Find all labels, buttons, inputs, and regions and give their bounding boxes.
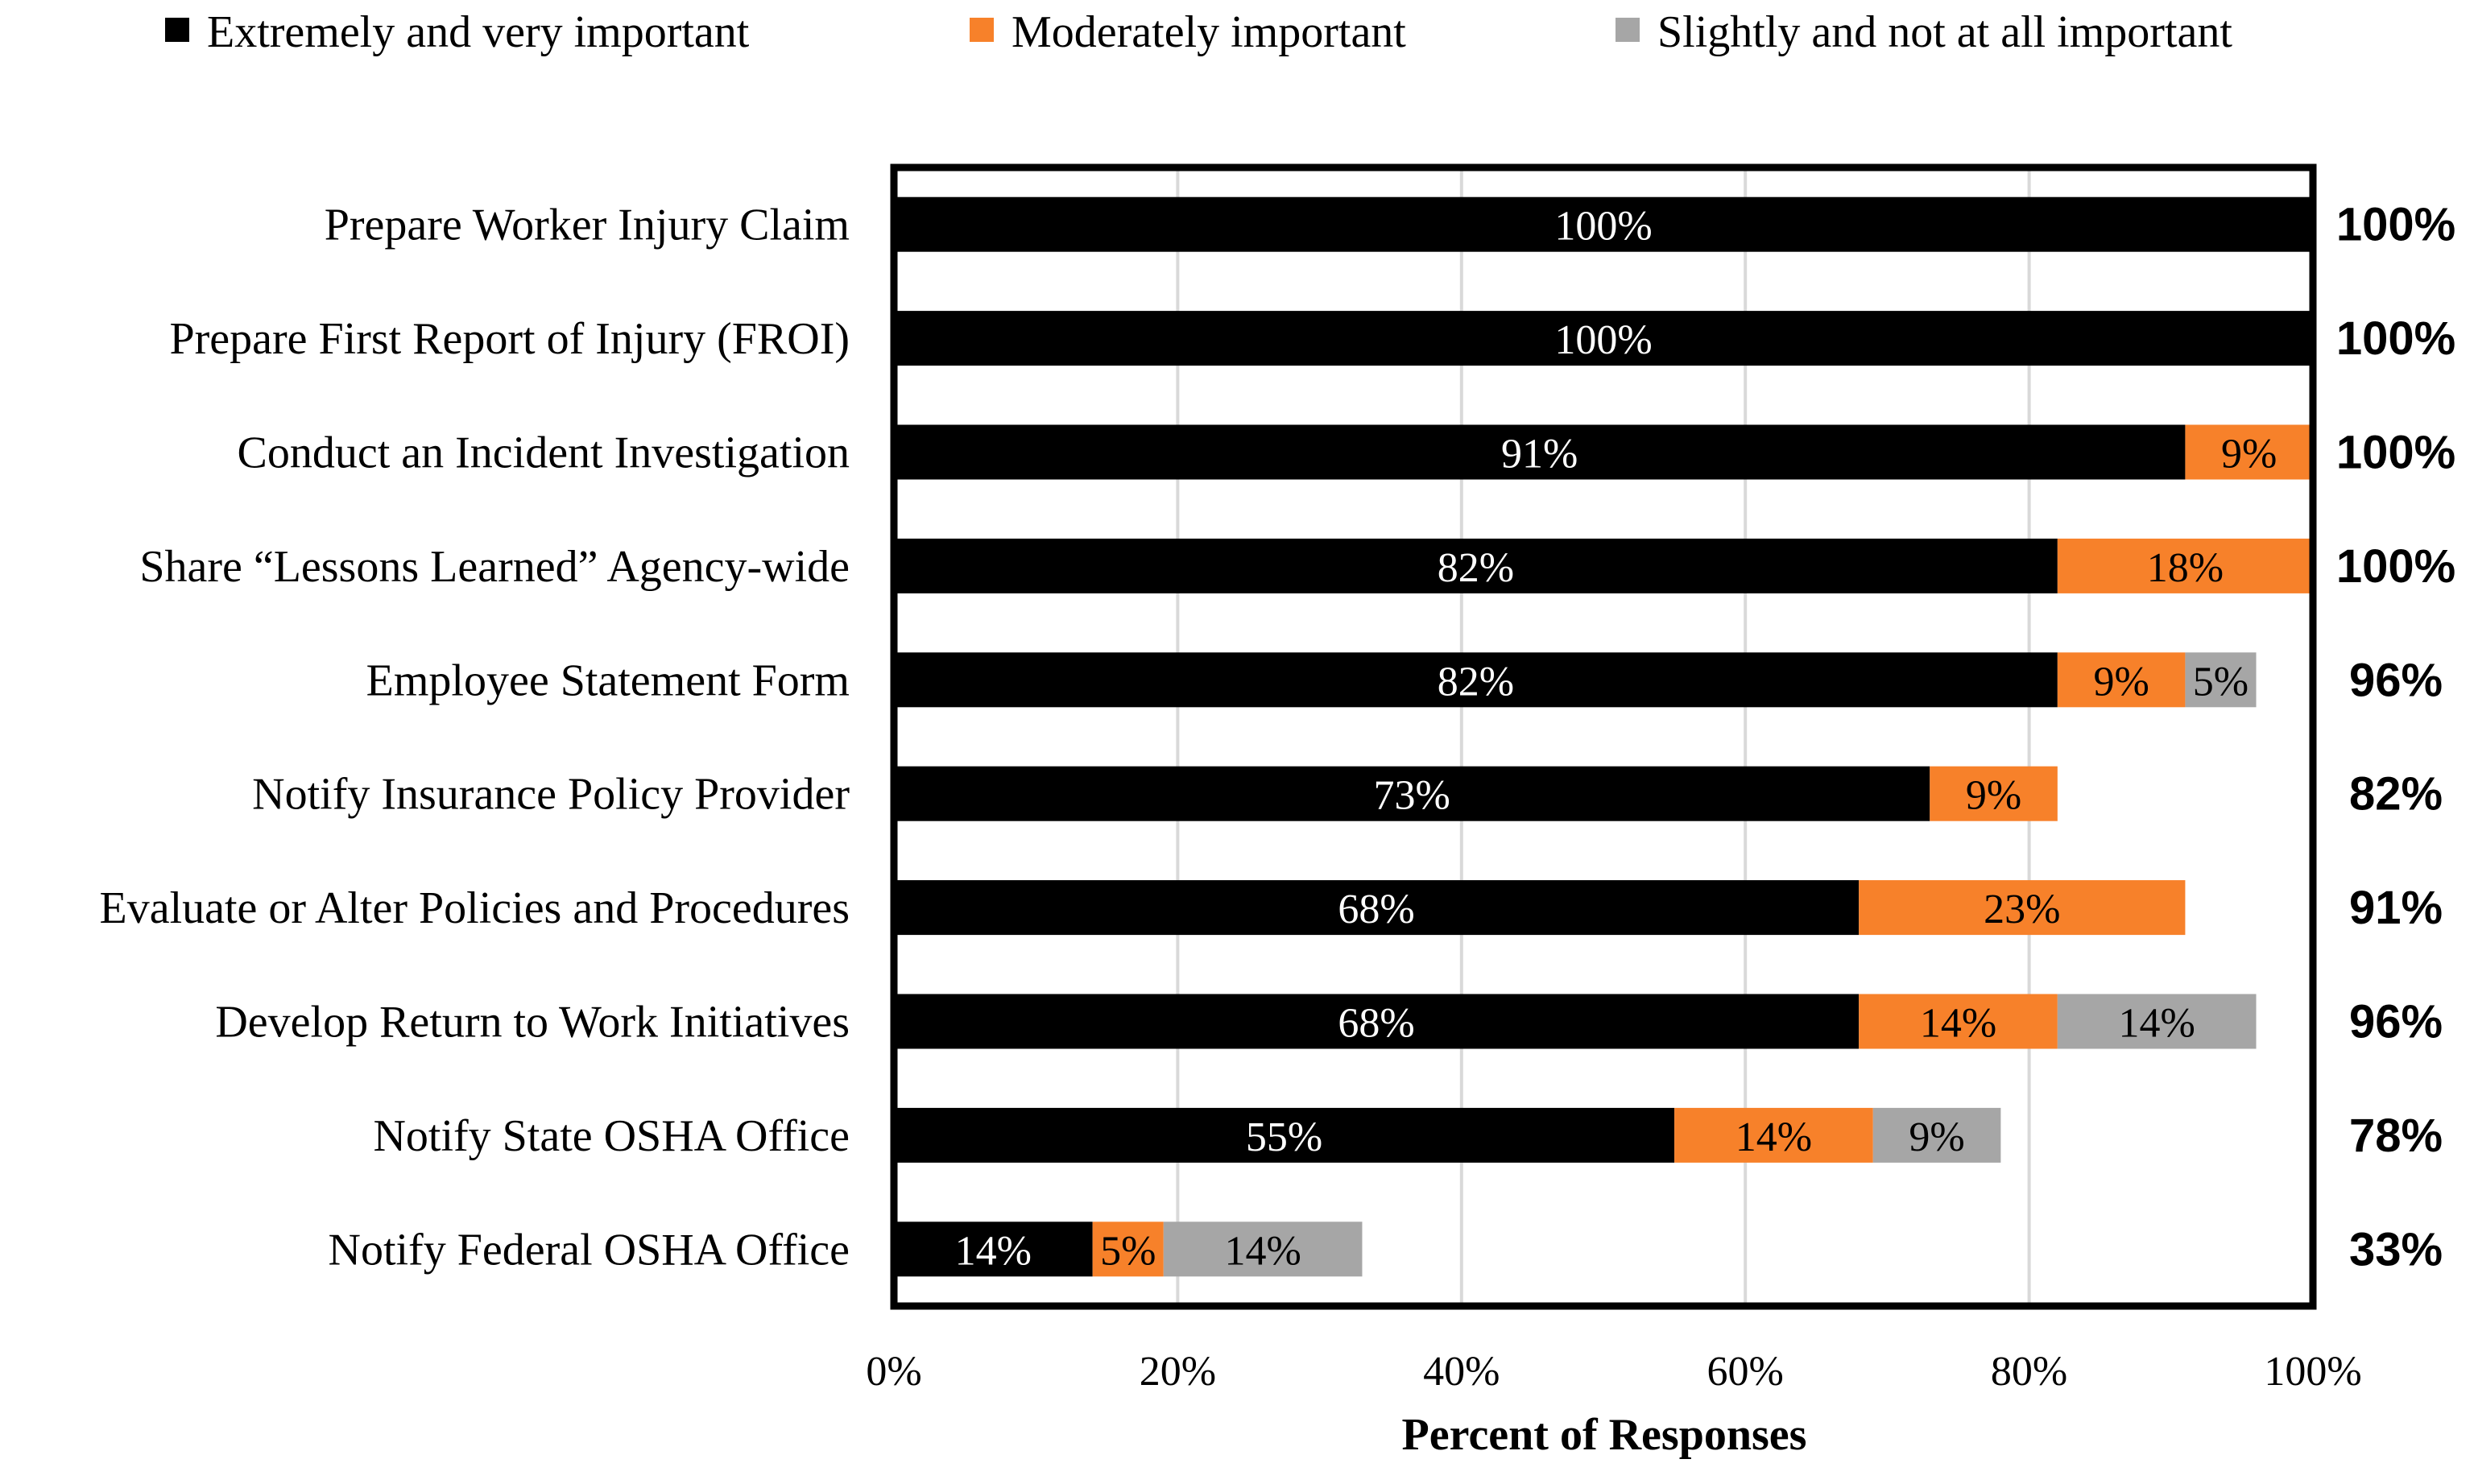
bar-value-label: 9% — [1909, 1114, 1964, 1160]
x-tick-label: 0% — [866, 1349, 921, 1395]
category-label: Notify Federal OSHA Office — [329, 1225, 850, 1275]
x-tick-label: 100% — [2264, 1349, 2361, 1395]
total-label: 91% — [2349, 882, 2443, 934]
bar-segment — [2185, 652, 2257, 708]
total-labels: 100% 100% 100% 100% 96% 82% 91% 96% 78% 33% — [2336, 199, 2455, 1276]
bar-value-label: 14% — [2119, 1001, 2195, 1047]
bar-segment — [894, 538, 2058, 593]
bar-segment — [1859, 880, 2186, 936]
bar-value-label: 9% — [2093, 659, 2149, 705]
bar-value-label: 91% — [1501, 432, 1578, 477]
bar-segment — [894, 652, 2058, 708]
total-label: 100% — [2336, 540, 2455, 593]
category-labels: Prepare Worker Injury Claim Prepare First… — [100, 200, 850, 1275]
total-label: 100% — [2336, 312, 2455, 365]
legend-swatch — [165, 18, 189, 42]
bar-value-label: 100% — [1554, 317, 1652, 363]
category-label: Employee Statement Form — [366, 655, 850, 705]
bar-value-label: 18% — [2147, 545, 2224, 591]
x-tick-label: 40% — [1423, 1349, 1500, 1395]
bar-segment — [2057, 994, 2257, 1049]
bar-segment — [2057, 538, 2313, 593]
legend-label: Slightly and not at all important — [1657, 7, 2232, 57]
bar-segment — [894, 880, 1860, 936]
category-label: Develop Return to Work Initiatives — [215, 998, 850, 1048]
bar-value-label: 100% — [1554, 204, 1652, 250]
x-tick-label: 80% — [1991, 1349, 2067, 1395]
bar-value-label: 14% — [1920, 1001, 1996, 1047]
plot-frame — [890, 163, 2317, 1310]
category-label: Share “Lessons Learned” Agency-wide — [139, 542, 850, 592]
x-tick-label: 20% — [1140, 1349, 1216, 1395]
x-axis-title: Percent of Responses — [1402, 1410, 1807, 1460]
bar-segment — [894, 424, 2186, 480]
bar-value-label: 14% — [955, 1228, 1032, 1274]
total-label: 78% — [2349, 1110, 2443, 1162]
total-label: 33% — [2349, 1223, 2443, 1275]
bar-value-label: 23% — [1984, 887, 2060, 932]
bar-segment — [894, 1107, 1675, 1163]
bar-value-label: 68% — [1338, 887, 1414, 932]
bars — [894, 196, 2313, 1277]
total-label: 100% — [2336, 199, 2455, 251]
x-tick-label: 60% — [1707, 1349, 1784, 1395]
bar-segment — [2185, 424, 2313, 480]
bar-value-label: 82% — [1438, 545, 1514, 591]
category-label: Notify State OSHA Office — [373, 1111, 850, 1161]
total-label: 100% — [2336, 427, 2455, 479]
bar-value-labels: 100% 100% 91% 9% 82% 18% 82% 9% 5% 73% 9% 68% 23% 68%… — [955, 204, 2277, 1275]
bar-segment — [1930, 766, 2058, 821]
bar-segment — [1092, 1222, 1164, 1277]
legend-swatch — [1616, 18, 1640, 42]
bar-value-label: 55% — [1246, 1114, 1322, 1160]
bar-value-label: 5% — [2193, 659, 2249, 705]
bar-segment — [1674, 1107, 1873, 1163]
total-label: 96% — [2349, 996, 2443, 1048]
bar-segment — [894, 766, 1930, 821]
legend-label: Extremely and very important — [207, 7, 750, 57]
bar-value-label: 9% — [1966, 773, 2021, 819]
bar-value-label: 5% — [1100, 1228, 1156, 1274]
bar-value-label: 14% — [1736, 1114, 1812, 1160]
bar-value-label: 82% — [1438, 659, 1514, 705]
category-label: Evaluate or Alter Policies and Procedure… — [100, 883, 850, 933]
category-label: Prepare First Report of Injury (FROI) — [169, 314, 850, 364]
bar-segment — [1859, 994, 2058, 1049]
bar-segment — [894, 311, 2313, 366]
bar-value-label: 73% — [1373, 773, 1450, 819]
total-label: 96% — [2349, 654, 2443, 706]
bar-value-label: 68% — [1338, 1001, 1414, 1047]
total-label: 82% — [2349, 768, 2443, 821]
bar-value-label: 14% — [1224, 1228, 1301, 1274]
legend-swatch — [970, 18, 994, 42]
bar-segment — [2057, 652, 2186, 708]
bar-segment — [894, 994, 1860, 1049]
category-label: Notify Insurance Policy Provider — [252, 770, 850, 820]
x-tick-labels: 0% 20% 40% 60% 80% 100% — [866, 1349, 2361, 1395]
legend: Extremely and very important Moderately i… — [165, 7, 2232, 57]
legend-label: Moderately important — [1012, 7, 1406, 57]
bar-segment — [1872, 1107, 2001, 1163]
bar-value-label: 9% — [2221, 432, 2277, 477]
bar-segment — [894, 1222, 1093, 1277]
bar-segment — [1163, 1222, 1363, 1277]
category-label: Conduct an Incident Investigation — [238, 428, 850, 478]
bar-segment — [894, 196, 2313, 252]
category-label: Prepare Worker Injury Claim — [325, 200, 850, 250]
